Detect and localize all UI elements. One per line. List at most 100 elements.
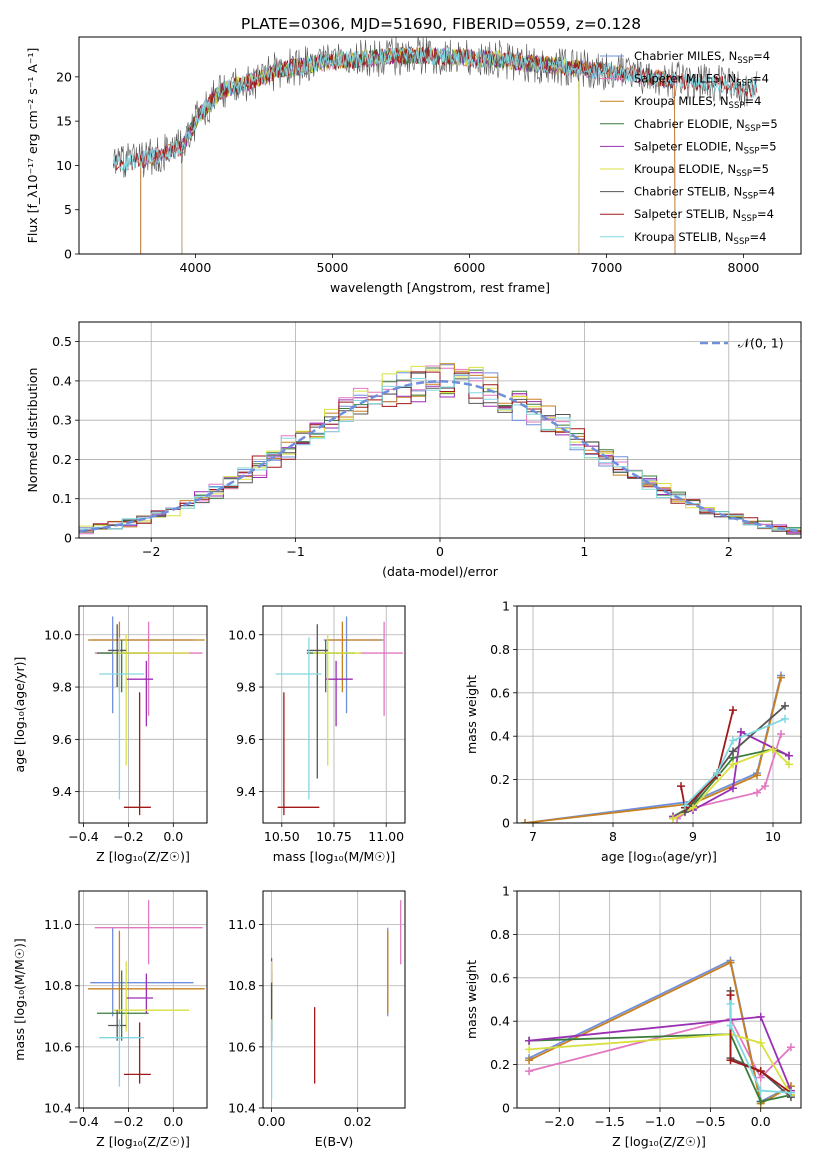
legend-label-sub: SSP [736,169,752,179]
x-tick-label: 2 [725,544,733,559]
legend-label-text: Chabrier MILES, N [634,49,737,63]
residuals-legend: 𝒩(0, 1) [700,336,784,351]
y-tick-label: 9.8 [236,680,256,695]
y-tick-label: 0.6 [490,685,510,700]
x-tick-label: 0.0 [751,1114,771,1129]
weight-marker [525,1045,534,1054]
age_vs_mass-plot [275,616,403,816]
x-tick-label: 11.00 [368,829,404,844]
y-tick-label: 9.6 [52,732,72,747]
x-tick-label: −1.0 [645,1114,675,1129]
y-tick-label: 0.4 [52,373,72,388]
x-tick-label: 10.50 [264,829,300,844]
y-tick-label: 10.0 [44,627,72,642]
x-tick-label: 0.0 [163,1114,183,1129]
y-tick-label: 11.0 [44,917,72,932]
x-axis-label: Z [log₁₀(Z/Z☉)] [96,1134,190,1149]
y-tick-label: 10 [56,158,72,173]
mass_vs_Z-plot [87,900,205,1087]
legend-label: Kroupa STELIB, NSSP=4 [634,230,766,247]
y-tick-label: 15 [56,114,72,129]
y-tick-label: 0.6 [490,970,510,985]
legend-label-sub: SSP [742,192,758,202]
x-tick-label: 7 [529,829,537,844]
y-tick-label: 10.8 [228,978,256,993]
legend-label-sub: SSP [741,214,757,224]
legend-label-count: =4 [752,72,769,86]
spectrum-line [112,46,758,172]
weight-marker [729,736,737,745]
weight-marker [729,747,737,756]
histogram-step [79,374,801,533]
y-tick-label: 0.3 [52,413,72,428]
x-tick-label: 7000 [591,260,623,275]
x-tick-label: −0.2 [113,1114,143,1129]
y-axis-label: mass weight [464,675,479,754]
legend-label-count: =5 [760,139,777,153]
residuals-plot [79,363,801,537]
legend-label-text: Kroupa MILES, N [634,94,729,108]
mass_weight_vs_Z-plot [525,956,795,1108]
legend-label-count: =4 [749,230,766,244]
legend-label-text: Chabrier ELODIE, N [634,117,745,131]
x-axis-label: wavelength [Angstrom, rest frame] [330,280,550,295]
y-tick-label: 0.2 [52,452,72,467]
y-axis-label: mass [log₁₀(M/M☉)] [12,938,27,1060]
x-tick-label: −0.5 [695,1114,725,1129]
weight-marker [726,958,735,967]
age_vs_mass-axes: 10.50 10.75 11.00 9.4 9.6 9.8 10.0 mass [log₁₀(… [228,605,406,864]
weight-marker [681,801,689,810]
weight-marker [525,1056,534,1065]
x-tick-label: −0.4 [68,1114,98,1129]
weight-line [729,1003,791,1094]
legend-label-text: Salpeter ELODIE, N [634,139,744,153]
age_vs_Z-axes: −0.4 −0.2 0.0 9.4 9.6 9.8 10.0 Z [log₁₀(Z/Z☉)] a… [12,605,208,864]
legend-label: Chabrier STELIB, NSSP=4 [634,185,775,202]
x-tick-label: 8000 [728,260,760,275]
weight-marker [781,714,789,723]
legend-label-sub: SSP [737,56,753,66]
weight-marker [777,730,785,739]
legend-label-sub: SSP [729,101,745,111]
weight-marker [726,999,735,1008]
y-tick-label: 5 [64,202,72,217]
legend-label-count: =5 [752,162,769,176]
axes-frame [78,605,208,824]
x-tick-label: 0.02 [344,1114,372,1129]
legend-label-text: Chabrier STELIB, N [634,185,742,199]
y-tick-label: 10.4 [44,1101,72,1116]
legend-label-text: Salpeter MILES, N [634,72,736,86]
legend-label-sub: SSP [736,79,752,89]
x-axis-label: Z [log₁₀(Z/Z☉)] [612,1134,706,1149]
legend-label-count: =4 [757,207,774,221]
y-axis-label: Normed distribution [25,368,40,493]
weight-line [528,1017,792,1080]
x-tick-label: 6000 [454,260,486,275]
x-tick-label: 10 [765,829,781,844]
y-tick-label: 9.4 [52,784,72,799]
legend-label: Kroupa MILES, NSSP=4 [634,94,761,111]
weight-marker [713,769,721,778]
mass_weight_vs_Z-axes: −2.0 −1.5 −1.0 −0.5 0.0 0 0.2 0.4 0.6 0.8 1 Z [log₁… [464,884,802,1149]
weight-marker [786,1088,795,1097]
x-tick-label: −1 [286,544,304,559]
y-tick-label: 11.0 [228,917,256,932]
legend-label: Kroupa ELODIE, NSSP=5 [634,162,769,179]
mass_weight_vs_age-axes: 7 8 9 10 0 0.2 0.4 0.6 0.8 1 age [log₁₀(age/yr)] ma… [464,599,802,864]
weight-marker [729,760,737,769]
mass_vs_EBV-axes: 0.00 0.02 10.4 10.6 10.8 11.0 E(B-V) [228,890,406,1149]
legend-label: Chabrier MILES, NSSP=4 [634,49,770,66]
mass_weight_vs_age-plot [521,671,793,823]
weight-marker [669,814,677,823]
y-tick-label: 0.8 [490,642,510,657]
weight-line [528,961,792,1106]
weight-marker [761,782,769,791]
x-axis-label: Z [log₁₀(Z/Z☉)] [96,849,190,864]
y-tick-label: 0 [502,816,510,831]
x-tick-label: 0.00 [258,1114,286,1129]
weight-marker [753,771,761,780]
y-tick-label: 0 [502,1101,510,1116]
y-tick-label: 20 [56,69,72,84]
y-tick-label: 0 [64,531,72,546]
